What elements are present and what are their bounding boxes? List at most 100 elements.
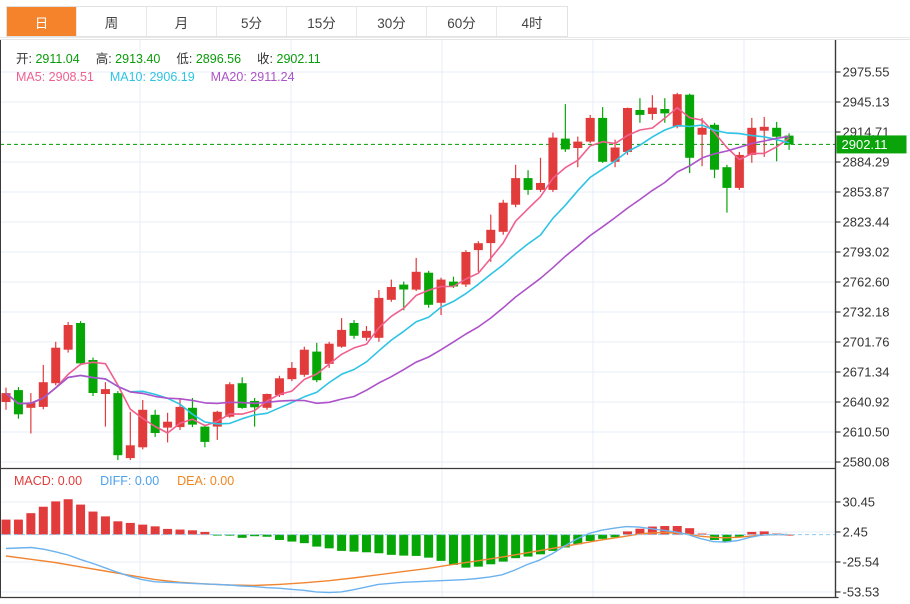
- macd-bar: [150, 526, 160, 535]
- candle-body: [573, 141, 583, 148]
- macd-tick-label-3: -53.53: [843, 584, 880, 599]
- macd-bar: [560, 534, 570, 548]
- candle-body: [175, 406, 185, 428]
- candle-body: [784, 135, 794, 145]
- price-tick-label-9: 2701.76: [843, 335, 890, 350]
- candle-body: [324, 343, 334, 364]
- diff-line: [5, 525, 788, 594]
- ohlc-item-0-label: 开:: [16, 52, 32, 66]
- macd-bar: [299, 534, 309, 544]
- macd-item-1-value: 0.00: [131, 474, 160, 488]
- last-price-badge: [836, 135, 907, 154]
- macd-bar: [76, 504, 86, 535]
- macd-bar: [635, 528, 645, 535]
- candle-body: [759, 126, 769, 131]
- ma-item-0-label: MA5:: [16, 70, 46, 84]
- candle-body: [212, 411, 222, 427]
- candle-body: [38, 382, 48, 407]
- macd-bar: [647, 526, 657, 535]
- ohlc-item-1-label: 高:: [95, 52, 112, 66]
- candle-body: [598, 117, 608, 162]
- ma-item-0-value: 2908.51: [45, 70, 94, 84]
- macd-bar: [535, 534, 545, 555]
- candle-body: [498, 202, 508, 232]
- ma-item-1-label: MA10:: [109, 70, 146, 84]
- macd-bar: [672, 526, 682, 535]
- macd-bar: [685, 528, 695, 535]
- macd-bar: [337, 534, 347, 551]
- macd-bar: [287, 534, 297, 542]
- macd-bar: [51, 501, 61, 535]
- macd-bar: [88, 511, 98, 535]
- candle-body: [647, 107, 657, 114]
- ohlc-item-3-value: 2902.11: [273, 52, 321, 66]
- candle-body: [772, 127, 782, 137]
- ohlc-item-2: 低: 2896.56: [176, 50, 241, 68]
- interval-tab-4[interactable]: 5分: [217, 7, 287, 36]
- ma-legend-row: MA5: 2908.51 MA10: 2906.19 MA20: 2911.24: [16, 68, 321, 86]
- candle-body: [1, 393, 11, 402]
- tabbar-divider: [0, 37, 910, 38]
- ohlc-item-1: 高: 2913.40: [96, 50, 161, 68]
- candle-body: [225, 384, 235, 417]
- macd-bar: [610, 534, 620, 538]
- ma-item-2-label: MA20:: [210, 70, 247, 84]
- price-tick-label-10: 2671.34: [843, 365, 890, 380]
- candle-body: [486, 229, 496, 244]
- candle-body: [386, 287, 396, 300]
- interval-tab-8[interactable]: 4时: [521, 15, 543, 31]
- macd-bar: [374, 534, 384, 554]
- macd-bar: [200, 531, 210, 535]
- candle-body: [473, 243, 483, 251]
- price-tick-label-12: 2610.50: [843, 425, 890, 440]
- candle-body: [349, 323, 359, 336]
- macd-bar: [498, 534, 508, 562]
- ohlc-legend-row: 开: 2911.04 高: 2913.40 低: 2896.56 收: 2902.11: [16, 50, 321, 68]
- interval-tab-5[interactable]: 15分: [287, 7, 357, 36]
- candle-body: [163, 421, 173, 428]
- candle-body: [697, 127, 707, 135]
- macd-bar: [399, 534, 409, 556]
- macd-bar: [511, 534, 521, 559]
- price-tick-label-6: 2793.02: [843, 245, 890, 260]
- candle-body: [76, 323, 86, 364]
- macd-bar: [262, 534, 272, 537]
- ma5-line: [5, 106, 790, 434]
- candle-body: [13, 390, 23, 415]
- interval-tab-3[interactable]: 月: [147, 7, 217, 36]
- price-tick-label-8: 2732.18: [843, 305, 890, 320]
- candle-body: [312, 351, 322, 381]
- macd-item-0: MACD: 0.00: [14, 474, 82, 488]
- ohlc-item-2-value: 2896.56: [192, 52, 242, 66]
- macd-bar: [448, 534, 458, 565]
- candle-body: [200, 426, 210, 442]
- ohlc-item-3-label: 收:: [257, 52, 274, 66]
- macd-bar: [424, 534, 434, 558]
- interval-tab-1[interactable]: 日: [7, 7, 77, 36]
- candle-body: [150, 414, 160, 433]
- interval-tab-7[interactable]: 60分: [427, 7, 497, 36]
- candle-body: [448, 281, 458, 287]
- candle-body: [436, 279, 446, 303]
- last-price-badge-text: 2902.11: [842, 137, 888, 152]
- macd-bar: [598, 534, 608, 539]
- ma-item-2-value: 2911.24: [246, 70, 295, 84]
- candle-body: [585, 117, 595, 142]
- macd-bar: [100, 516, 110, 535]
- macd-bar: [349, 534, 359, 552]
- macd-bar: [38, 506, 48, 535]
- interval-tab-6[interactable]: 30分: [357, 7, 427, 36]
- candle-body: [523, 178, 533, 190]
- interval-tab-2[interactable]: 周: [77, 7, 147, 36]
- candle-body: [187, 407, 197, 425]
- candle-body: [710, 124, 720, 170]
- candle-body: [51, 347, 61, 384]
- candle-body: [747, 127, 757, 155]
- interval-tabbar: 日周月 5分 15分 30分 60分 4时: [6, 6, 568, 37]
- candle-body: [623, 108, 632, 152]
- macd-bar: [274, 534, 284, 540]
- macd-bar: [548, 534, 558, 551]
- macd-bar: [187, 530, 197, 535]
- macd-item-2-label: DEA:: [177, 474, 207, 488]
